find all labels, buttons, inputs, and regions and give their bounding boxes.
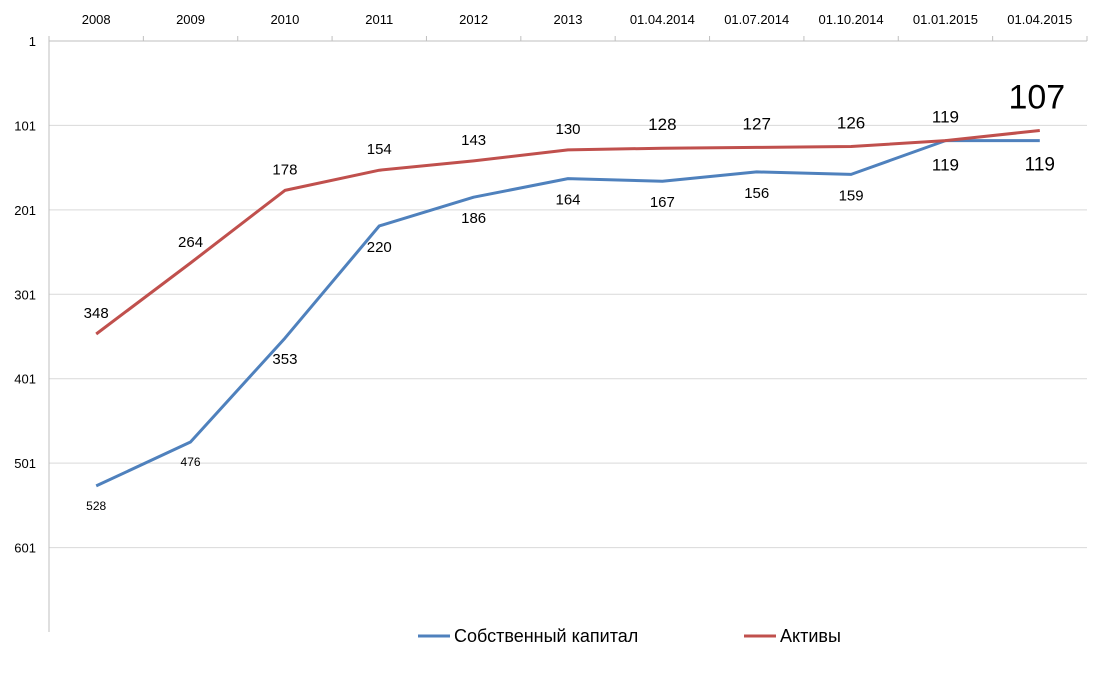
data-label-equity: 528 bbox=[86, 499, 106, 513]
data-label-equity: 353 bbox=[272, 351, 297, 368]
x-tick-label: 2009 bbox=[176, 12, 205, 27]
legend-label-equity: Собственный капитал bbox=[454, 626, 638, 646]
series-line-equity bbox=[95, 139, 1040, 488]
data-label-assets: 128 bbox=[648, 115, 676, 134]
series-line-assets bbox=[95, 129, 1040, 336]
data-label-equity: 186 bbox=[461, 210, 486, 227]
data-label-assets: 143 bbox=[461, 132, 486, 149]
y-tick-label: 501 bbox=[14, 456, 36, 471]
data-label-assets: 178 bbox=[272, 161, 297, 178]
y-tick-label: 401 bbox=[14, 372, 36, 387]
data-label-assets: 126 bbox=[837, 114, 865, 133]
x-tick-label: 2008 bbox=[82, 12, 111, 27]
data-label-assets: 130 bbox=[555, 121, 580, 138]
y-tick-label: 1 bbox=[29, 34, 36, 49]
data-label-assets: 264 bbox=[178, 234, 203, 251]
gridlines bbox=[48, 40, 1087, 632]
series-lines bbox=[95, 129, 1040, 488]
y-tick-label: 201 bbox=[14, 203, 36, 218]
x-tick-label: 01.07.2014 bbox=[724, 12, 789, 27]
data-label-equity: 164 bbox=[555, 192, 580, 209]
x-tick-label: 01.04.2015 bbox=[1007, 12, 1072, 27]
legend-label-assets: Активы bbox=[780, 626, 841, 646]
y-tick-label: 601 bbox=[14, 541, 36, 556]
data-label-equity: 119 bbox=[1025, 155, 1055, 176]
x-axis-ticks: 2008 2009 2010 2011 2012 2013 01.04.2014 01.07.… bbox=[48, 12, 1088, 41]
legend: Собственный капитал Активы bbox=[418, 626, 841, 646]
data-label-equity: 159 bbox=[839, 187, 864, 204]
data-label-assets: 348 bbox=[84, 305, 109, 322]
data-label-equity: 156 bbox=[744, 185, 769, 202]
x-tick-label: 01.10.2014 bbox=[819, 12, 884, 27]
y-axis-ticks: 1 101 201 301 401 501 601 bbox=[14, 34, 36, 556]
y-tick-label: 101 bbox=[14, 118, 36, 133]
data-label-equity: 476 bbox=[181, 455, 201, 469]
x-tick-label: 2012 bbox=[459, 12, 488, 27]
x-tick-label: 2011 bbox=[365, 12, 393, 27]
data-label-equity: 220 bbox=[367, 239, 392, 256]
data-label-assets: 127 bbox=[743, 114, 771, 133]
data-label-assets: 154 bbox=[367, 141, 392, 158]
x-tick-label: 01.04.2014 bbox=[630, 12, 695, 27]
data-label-assets: 119 bbox=[932, 108, 959, 127]
x-tick-label: 2010 bbox=[270, 12, 299, 27]
x-tick-label: 2013 bbox=[554, 12, 583, 27]
x-tick-label: 01.01.2015 bbox=[913, 12, 978, 27]
data-label-equity: 119 bbox=[932, 156, 959, 175]
data-labels: 528 476 353 220 186 164 167 156 159 119 119 348 264 1… bbox=[84, 78, 1066, 512]
y-tick-label: 301 bbox=[14, 287, 36, 302]
data-label-assets: 107 bbox=[1008, 78, 1065, 116]
data-label-equity: 167 bbox=[650, 194, 675, 211]
